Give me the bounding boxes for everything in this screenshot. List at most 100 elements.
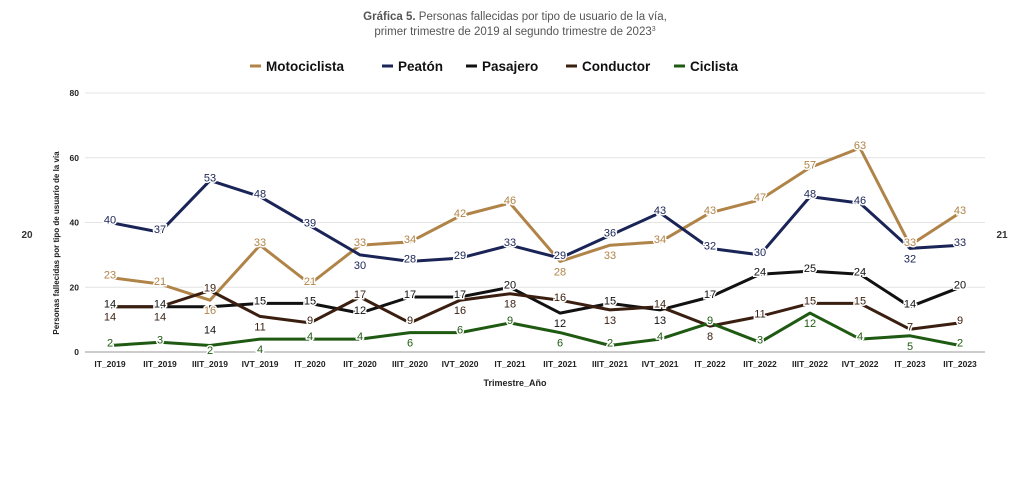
data-label: 6 <box>407 338 413 350</box>
data-label: 14 <box>104 312 116 324</box>
data-label: 30 <box>754 247 766 259</box>
data-label: 42 <box>454 208 466 220</box>
data-label: 33 <box>254 237 266 249</box>
legend-label: Conductor <box>582 59 651 74</box>
y-axis-title: Personas fallecidas por tipo de usuario … <box>52 151 61 335</box>
x-tick-label: IT_2019 <box>94 359 125 369</box>
side-label-left: 20 <box>21 230 33 241</box>
data-label: 8 <box>707 331 713 343</box>
data-label: 19 <box>204 282 216 294</box>
data-label: 29 <box>454 250 466 262</box>
gridlines <box>85 92 985 353</box>
series-line <box>108 289 962 331</box>
data-label: 29 <box>554 250 566 262</box>
x-tick-label: IT_2022 <box>694 359 725 369</box>
data-label: 2 <box>607 338 613 350</box>
data-label: 15 <box>304 295 316 307</box>
chart-subtitle-text: primer trimestre de 2019 al segundo trim… <box>374 26 651 38</box>
x-tick-label: IVT_2019 <box>242 359 279 369</box>
x-tick-label: IT_2021 <box>494 359 525 369</box>
x-tick-label: IIIT_2021 <box>592 359 628 369</box>
data-label: 7 <box>907 321 913 333</box>
data-label: 34 <box>654 234 666 246</box>
data-label: 48 <box>254 189 266 201</box>
data-label: 33 <box>904 237 916 249</box>
data-label: 14 <box>154 312 166 324</box>
x-tick-label: IIIT_2019 <box>192 359 228 369</box>
data-label: 20 <box>954 279 966 291</box>
x-tick-label: IIT_2022 <box>743 359 777 369</box>
data-label: 21 <box>304 276 316 288</box>
x-axis: IT_2019 IIT_2019 IIIT_2019 IVT_2019 IT_2020 I… <box>94 359 977 369</box>
data-label: 32 <box>704 240 716 252</box>
data-label: 4 <box>657 331 663 343</box>
side-label-right: 21 <box>996 230 1008 241</box>
data-labels: 4023141423721141435319161424833151143921… <box>102 139 967 359</box>
x-axis-title: Trimestre_Año <box>483 378 547 388</box>
series-line <box>108 311 962 347</box>
y-tick-label: 20 <box>70 282 80 292</box>
data-label: 15 <box>604 295 616 307</box>
data-label: 43 <box>954 205 966 217</box>
series-lines <box>108 146 962 347</box>
data-label: 37 <box>154 224 166 236</box>
data-label: 17 <box>454 289 466 301</box>
data-label: 63 <box>854 140 866 152</box>
data-label: 53 <box>204 172 216 184</box>
chart-subtitle: primer trimestre de 2019 al segundo trim… <box>374 26 655 38</box>
x-tick-label: IIT_2021 <box>543 359 577 369</box>
x-tick-label: IVT_2022 <box>842 359 879 369</box>
data-label: 33 <box>504 237 516 249</box>
data-label: 11 <box>754 308 765 320</box>
data-label: 18 <box>504 299 516 311</box>
data-label: 24 <box>854 266 866 278</box>
data-label: 15 <box>854 295 866 307</box>
data-label: 12 <box>804 318 816 330</box>
data-label: 17 <box>704 289 716 301</box>
chart-title-bold: Gráfica 5. <box>363 11 415 23</box>
data-label: 6 <box>457 325 463 337</box>
x-tick-label: IIT_2019 <box>143 359 177 369</box>
data-label: 16 <box>554 292 566 304</box>
data-label: 15 <box>254 295 266 307</box>
data-label: 46 <box>854 195 866 207</box>
data-label: 33 <box>954 237 966 249</box>
data-label: 43 <box>654 205 666 217</box>
data-label: 5 <box>907 341 913 353</box>
data-label: 14 <box>904 299 916 311</box>
series-line <box>108 178 962 263</box>
data-label: 17 <box>354 289 366 301</box>
data-label: 43 <box>704 205 716 217</box>
x-tick-label: IIIT_2020 <box>392 359 428 369</box>
data-label: 2 <box>107 338 113 350</box>
y-tick-label: 80 <box>70 88 80 98</box>
data-label: 33 <box>604 250 616 262</box>
data-label: 25 <box>804 263 816 275</box>
data-label: 48 <box>804 189 816 201</box>
data-label: 15 <box>804 295 816 307</box>
data-label: 47 <box>754 192 766 204</box>
x-tick-label: IVT_2021 <box>642 359 679 369</box>
data-label: 14 <box>654 299 666 311</box>
legend-label: Peatón <box>398 59 443 74</box>
data-label: 28 <box>404 253 416 265</box>
chart-title-rest: Personas fallecidas por tipo de usuario … <box>416 11 667 23</box>
data-label: 14 <box>204 325 216 337</box>
data-label: 21 <box>154 276 166 288</box>
data-label: 13 <box>654 315 666 327</box>
data-label: 46 <box>504 195 516 207</box>
chart-title: Gráfica 5. Personas fallecidas por tipo … <box>363 11 667 23</box>
data-label: 14 <box>154 299 166 311</box>
x-tick-label: IT_2020 <box>294 359 325 369</box>
series-line <box>108 146 962 302</box>
data-label: 17 <box>404 289 416 301</box>
data-label: 39 <box>304 218 316 230</box>
data-label: 9 <box>707 315 713 327</box>
data-label: 4 <box>257 344 263 356</box>
legend: Motociclista Peatón Pasajero Conductor Cicli… <box>250 59 739 74</box>
data-label: 4 <box>307 331 313 343</box>
data-label: 34 <box>404 234 416 246</box>
data-label: 2 <box>207 345 213 357</box>
